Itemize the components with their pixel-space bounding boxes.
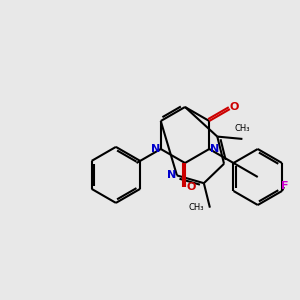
Text: N: N — [210, 144, 219, 154]
Text: N: N — [167, 170, 177, 180]
Text: F: F — [281, 181, 289, 191]
Text: O: O — [186, 182, 196, 192]
Text: CH₃: CH₃ — [235, 124, 250, 133]
Text: CH₃: CH₃ — [188, 203, 204, 212]
Text: O: O — [229, 102, 239, 112]
Text: N: N — [151, 144, 160, 154]
